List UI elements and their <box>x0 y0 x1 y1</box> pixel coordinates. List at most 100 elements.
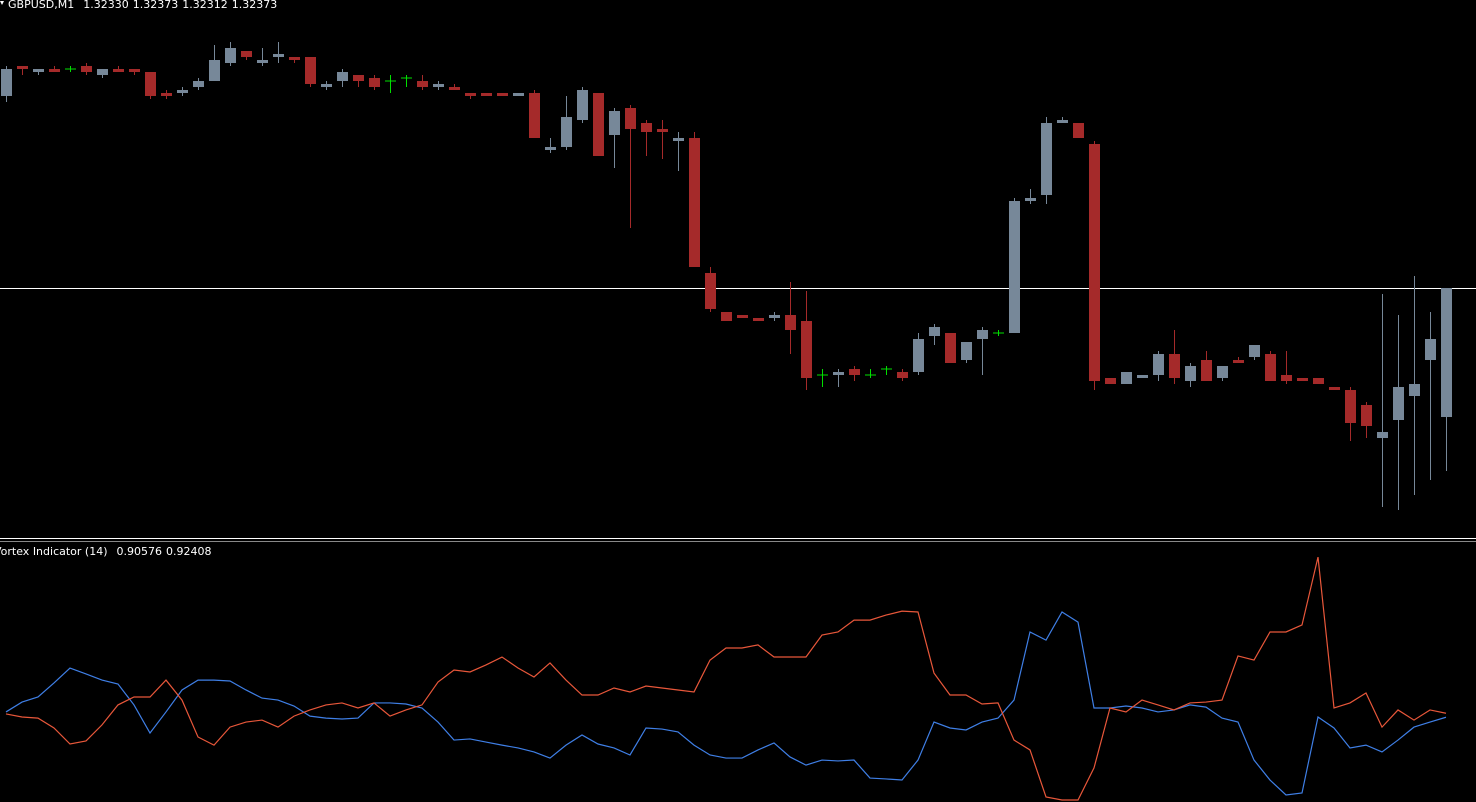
candle-body <box>433 84 444 87</box>
candle-body <box>705 273 716 309</box>
vortex-line <box>5 611 1447 796</box>
candle-body <box>145 72 156 96</box>
candle-body <box>561 117 572 147</box>
candle-body <box>497 93 508 96</box>
candle-body <box>545 147 556 150</box>
candle-body <box>1361 405 1372 426</box>
symbol-label: GBPUSD,M1 <box>8 0 74 11</box>
candle-body <box>129 69 140 72</box>
candle-body <box>113 69 124 72</box>
candle-body <box>1 69 12 96</box>
candle-body <box>1089 144 1100 381</box>
candle-body <box>1121 372 1132 384</box>
candle-body <box>33 69 44 72</box>
candle-body <box>977 330 988 339</box>
candle-body <box>1169 354 1180 378</box>
candle-body <box>753 318 764 321</box>
candle-body <box>785 315 796 330</box>
ohlc-label: 1.32373 <box>232 0 278 11</box>
ohlc-label: 1.32312 <box>182 0 228 11</box>
candle-body <box>1137 375 1148 378</box>
candle-body <box>1313 378 1324 384</box>
candle-body <box>1073 123 1084 138</box>
candle-body <box>1441 288 1452 417</box>
candle-body <box>689 138 700 267</box>
vortex-line <box>5 556 1447 801</box>
candle-body <box>945 333 956 363</box>
candle-body <box>929 327 940 336</box>
candle-body <box>961 342 972 360</box>
indicator-value: 0.90576 <box>117 545 163 558</box>
candle-body <box>1233 360 1244 363</box>
candle-body <box>1201 360 1212 381</box>
candle-body <box>17 66 28 69</box>
candle-body <box>1281 375 1292 381</box>
candle-body <box>1041 123 1052 195</box>
candle-body <box>625 108 636 129</box>
candle-body <box>49 69 60 72</box>
candle-body <box>1249 345 1260 357</box>
candle-body <box>465 93 476 96</box>
candle-body <box>369 78 380 87</box>
candle-body <box>1009 201 1020 333</box>
candle-body <box>1057 120 1068 123</box>
candle-body <box>321 84 332 87</box>
candle-body <box>305 57 316 84</box>
candle-body <box>1329 387 1340 390</box>
candle-body <box>1377 432 1388 438</box>
candle-body <box>1393 387 1404 420</box>
ohlc-label: 1.32373 <box>133 0 179 11</box>
candle-body <box>1153 354 1164 375</box>
candle-body <box>273 54 284 57</box>
candle-body <box>641 123 652 132</box>
candle-body <box>577 90 588 120</box>
candle-body <box>721 312 732 321</box>
candle-body <box>1297 378 1308 381</box>
indicator-value: 0.92408 <box>166 545 212 558</box>
candle-body <box>241 51 252 57</box>
indicator-title: Vortex Indicator (14) <box>0 545 108 558</box>
candle-body <box>225 48 236 63</box>
candle-body <box>737 315 748 318</box>
candle-body <box>257 60 268 63</box>
candle-body <box>1185 366 1196 381</box>
candle-body <box>1409 384 1420 396</box>
candle-body <box>801 321 812 378</box>
candle-body <box>913 339 924 372</box>
candle-body <box>529 93 540 138</box>
indicator-header: Vortex Indicator (14) 0.90576 0.92408 <box>0 545 212 558</box>
candle-body <box>97 69 108 75</box>
candle-body <box>337 72 348 81</box>
candle-body <box>1265 354 1276 381</box>
ohlc-label: 1.32330 <box>83 0 129 11</box>
candle-body <box>449 87 460 90</box>
candle-body <box>417 81 428 87</box>
candle-body <box>161 93 172 96</box>
candle-body <box>289 57 300 60</box>
candle-body <box>353 75 364 81</box>
candle-body <box>769 315 780 318</box>
candle-body <box>897 372 908 378</box>
candle-body <box>833 372 844 375</box>
candle-body <box>849 369 860 375</box>
candle-body <box>593 93 604 156</box>
candle-body <box>81 66 92 72</box>
candle-body <box>177 90 188 93</box>
candle-body <box>673 138 684 141</box>
candle-body <box>609 111 620 135</box>
candle-body <box>193 81 204 87</box>
candle-body <box>1217 366 1228 378</box>
candle-body <box>209 60 220 81</box>
candle-body <box>513 93 524 96</box>
candle-body <box>1105 378 1116 384</box>
candle-body <box>1425 339 1436 360</box>
candle-body <box>657 129 668 132</box>
window-icon <box>0 1 4 5</box>
candle-body <box>1345 390 1356 423</box>
candle-body <box>1025 198 1036 201</box>
candle-body <box>481 93 492 96</box>
chart-header: GBPUSD,M1 1.32330 1.32373 1.32312 1.32373 <box>8 0 277 11</box>
